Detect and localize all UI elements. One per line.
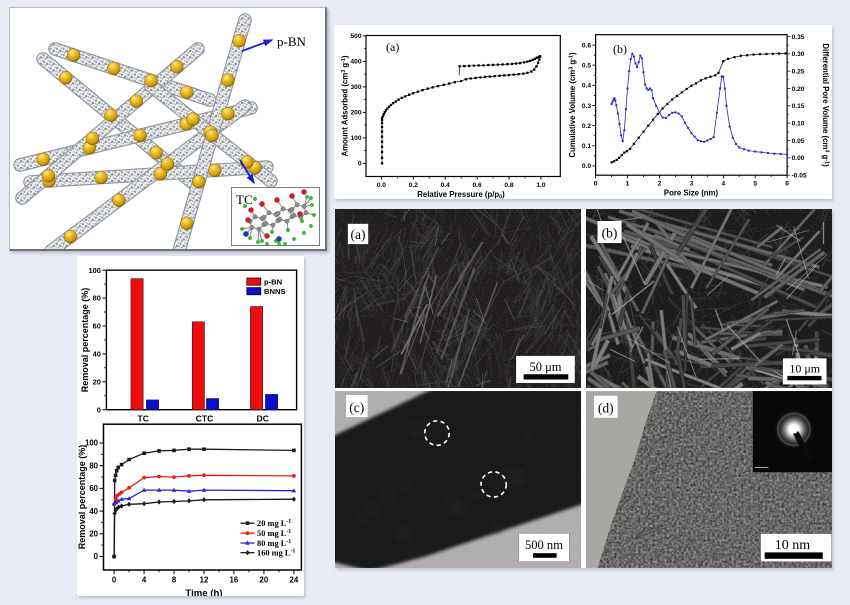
svg-text:12: 12 bbox=[200, 576, 209, 585]
svg-text:(b): (b) bbox=[613, 42, 627, 56]
svg-text:Removal percentage (%): Removal percentage (%) bbox=[80, 288, 90, 393]
svg-text:0.05: 0.05 bbox=[792, 138, 805, 145]
svg-text:CTC: CTC bbox=[196, 414, 214, 424]
svg-text:5 1/nm: 5 1/nm bbox=[755, 462, 772, 468]
svg-text:5: 5 bbox=[753, 181, 757, 188]
svg-text:50 mg L-1: 50 mg L-1 bbox=[257, 529, 291, 538]
svg-text:80 mg L-1: 80 mg L-1 bbox=[257, 539, 291, 548]
svg-text:p-BN: p-BN bbox=[277, 34, 307, 49]
svg-text:1.0: 1.0 bbox=[536, 182, 545, 189]
svg-text:(c): (c) bbox=[349, 400, 364, 416]
svg-text:TC: TC bbox=[137, 414, 148, 424]
svg-text:300: 300 bbox=[350, 84, 361, 91]
svg-text:Amount Adsorbed (cm3 g-1): Amount Adsorbed (cm3 g-1) bbox=[341, 55, 350, 156]
svg-text:0.8: 0.8 bbox=[504, 182, 513, 189]
svg-text:0: 0 bbox=[112, 576, 117, 585]
svg-text:(a): (a) bbox=[386, 40, 399, 54]
svg-text:40: 40 bbox=[93, 350, 101, 359]
svg-text:200: 200 bbox=[350, 110, 361, 117]
svg-text:24: 24 bbox=[290, 576, 299, 585]
svg-text:Time (h): Time (h) bbox=[185, 588, 222, 596]
svg-text:100: 100 bbox=[85, 439, 99, 448]
svg-text:0.4: 0.4 bbox=[441, 182, 450, 189]
svg-text:16: 16 bbox=[230, 576, 239, 585]
svg-text:-0.05: -0.05 bbox=[792, 173, 807, 180]
svg-text:40: 40 bbox=[89, 507, 98, 516]
svg-text:0.0: 0.0 bbox=[582, 163, 591, 170]
svg-text:20 mg L-1: 20 mg L-1 bbox=[257, 519, 291, 528]
svg-text:50 μm: 50 μm bbox=[529, 360, 561, 374]
svg-text:0.0: 0.0 bbox=[377, 182, 386, 189]
svg-text:500 nm: 500 nm bbox=[525, 538, 563, 552]
svg-text:80: 80 bbox=[89, 461, 98, 470]
svg-text:10 μm: 10 μm bbox=[789, 361, 820, 375]
svg-text:Removal percentage (%): Removal percentage (%) bbox=[77, 445, 87, 550]
svg-text:0.6: 0.6 bbox=[582, 42, 591, 49]
svg-text:TC: TC bbox=[236, 192, 253, 207]
svg-text:100: 100 bbox=[350, 135, 361, 142]
svg-text:0: 0 bbox=[594, 181, 598, 188]
svg-text:(a): (a) bbox=[351, 227, 366, 243]
svg-text:0.20: 0.20 bbox=[792, 86, 805, 93]
svg-text:(d): (d) bbox=[598, 401, 614, 417]
svg-text:0.35: 0.35 bbox=[792, 34, 805, 41]
svg-text:Differential Pore Volume (cm3: Differential Pore Volume (cm3 g-1) bbox=[821, 43, 830, 167]
svg-text:2: 2 bbox=[658, 181, 662, 188]
svg-text:0.1: 0.1 bbox=[582, 143, 591, 150]
svg-text:p-BN: p-BN bbox=[264, 278, 282, 287]
svg-text:100: 100 bbox=[89, 266, 101, 275]
svg-text:4: 4 bbox=[142, 576, 147, 585]
svg-text:Pore Size (nm): Pore Size (nm) bbox=[664, 189, 719, 198]
svg-text:400: 400 bbox=[350, 59, 361, 66]
svg-text:160 mg L-1: 160 mg L-1 bbox=[257, 549, 295, 558]
svg-text:0.30: 0.30 bbox=[792, 51, 805, 58]
svg-text:20: 20 bbox=[93, 377, 101, 386]
svg-text:10 nm: 10 nm bbox=[775, 538, 811, 553]
svg-text:0.2: 0.2 bbox=[582, 123, 591, 130]
svg-text:20: 20 bbox=[89, 530, 98, 539]
svg-text:Cumulative Volume (cm3 g-1): Cumulative Volume (cm3 g-1) bbox=[568, 52, 577, 158]
svg-text:80: 80 bbox=[93, 294, 101, 303]
svg-text:Relative Pressure (p/p0): Relative Pressure (p/p0) bbox=[417, 190, 505, 199]
svg-text:6: 6 bbox=[785, 181, 789, 188]
svg-text:0.5: 0.5 bbox=[582, 63, 591, 70]
svg-text:DC: DC bbox=[256, 414, 268, 424]
svg-text:(b): (b) bbox=[602, 226, 618, 242]
svg-text:BNNS: BNNS bbox=[264, 287, 286, 296]
svg-text:0.00: 0.00 bbox=[792, 155, 805, 162]
svg-text:0.6: 0.6 bbox=[473, 182, 482, 189]
svg-text:4: 4 bbox=[721, 181, 725, 188]
svg-text:0.4: 0.4 bbox=[582, 83, 591, 90]
svg-text:0: 0 bbox=[358, 161, 362, 168]
svg-text:0: 0 bbox=[94, 552, 99, 561]
svg-text:20: 20 bbox=[260, 576, 269, 585]
svg-text:0.15: 0.15 bbox=[792, 103, 805, 110]
svg-text:0.2: 0.2 bbox=[409, 182, 418, 189]
svg-text:500: 500 bbox=[350, 33, 361, 40]
svg-text:0: 0 bbox=[97, 405, 101, 414]
svg-text:0.3: 0.3 bbox=[582, 103, 591, 110]
svg-text:0.25: 0.25 bbox=[792, 69, 805, 76]
svg-text:60: 60 bbox=[89, 484, 98, 493]
svg-text:8: 8 bbox=[172, 576, 177, 585]
svg-text:1: 1 bbox=[626, 181, 630, 188]
svg-text:3: 3 bbox=[690, 181, 694, 188]
svg-text:60: 60 bbox=[93, 322, 101, 331]
svg-text:0.10: 0.10 bbox=[792, 121, 805, 128]
